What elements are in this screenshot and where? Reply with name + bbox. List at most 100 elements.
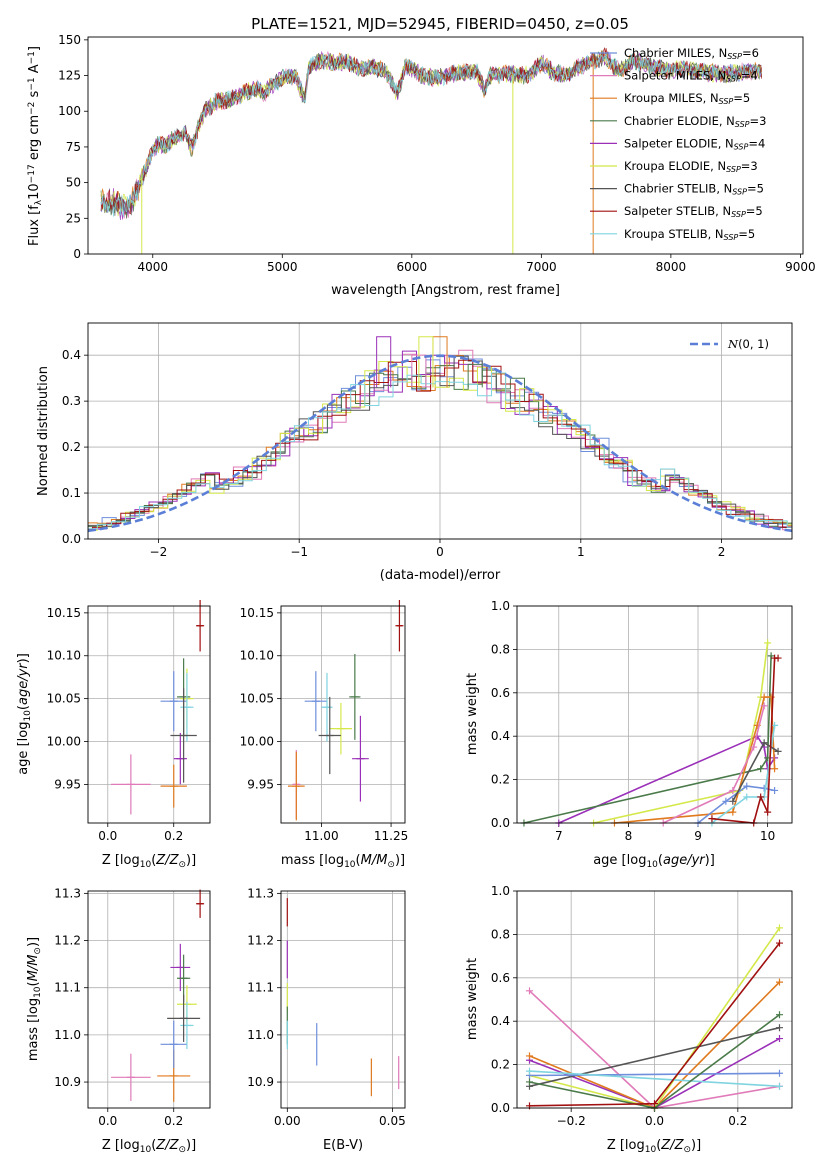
y-tick-label: 10.15	[47, 606, 81, 620]
weight-marker	[760, 693, 768, 701]
x-tick-label: 0.2	[164, 829, 183, 843]
y-tick-label: 0.3	[62, 394, 81, 408]
x-tick-label: 0.2	[164, 1114, 183, 1128]
y-tick-label: 9.95	[247, 777, 274, 791]
weight-marker	[743, 793, 751, 801]
weight-line-chabrier_stelib	[529, 1026, 780, 1088]
x-axis-label: Z [log10(Z/Z⊙)]	[102, 853, 196, 870]
weight-marker	[757, 793, 765, 801]
y-tick-label: 100	[58, 104, 81, 118]
weight-marker	[776, 924, 783, 932]
weight-marker	[776, 1024, 783, 1032]
y-tick-label: 0.4	[491, 729, 510, 743]
axes-frame	[87, 605, 211, 824]
legend-label: Kroupa MILES, NSSP=5	[624, 91, 750, 106]
axes-frame	[87, 36, 804, 255]
y-tick-label: 10.15	[240, 606, 274, 620]
x-tick-label: 11.00	[304, 829, 338, 843]
y-tick-label: 10.9	[54, 1075, 81, 1089]
x-axis-label: (data-model)/error	[380, 568, 501, 583]
weight-line-salpeter_miles	[662, 705, 765, 824]
y-tick-label: 0.2	[491, 773, 510, 787]
x-tick-label: 0.0	[98, 1114, 117, 1128]
spectrum-lines	[100, 46, 762, 254]
weight-marker	[729, 808, 737, 816]
weight-marker	[750, 743, 758, 751]
x-tick-label: 7000	[526, 260, 557, 274]
spectrum-line-kroupa_stelib	[100, 52, 762, 217]
x-axis-label: Z [log10(Z/Z⊙)]	[102, 1138, 196, 1155]
y-tick-label: 0.4	[491, 1014, 510, 1028]
weight-marker	[774, 747, 782, 755]
x-tick-label: 0.0	[645, 1114, 664, 1128]
weight-marker	[526, 1078, 533, 1086]
weight-marker	[774, 654, 782, 662]
y-tick-label: 25	[66, 211, 81, 225]
y-tick-label: 0.8	[491, 642, 510, 656]
y-tick-label: 11.0	[247, 1028, 274, 1042]
weight-marker	[776, 1011, 783, 1019]
weight-line-chabrier_miles	[529, 1072, 780, 1077]
weight-marker	[651, 1100, 658, 1108]
y-tick-label: 0.2	[62, 440, 81, 454]
weight-marker	[760, 702, 768, 710]
legend-label: Salpeter STELIB, NSSP=5	[624, 204, 763, 219]
weight-marker	[776, 1069, 783, 1077]
y-tick-label: 11.3	[247, 886, 274, 900]
histogram-salpeter_elodie	[88, 350, 792, 530]
y-tick-label: 10.05	[240, 692, 274, 706]
y-tick-label: 10.10	[47, 649, 81, 663]
weight-marker	[760, 739, 768, 747]
x-tick-label: 0.00	[274, 1114, 301, 1128]
weight-marker	[776, 1082, 783, 1090]
x-tick-label: 2	[718, 545, 726, 559]
y-axis-label: mass [log10(M/M⊙)]	[26, 937, 43, 1061]
weight-marker	[722, 797, 730, 805]
y-tick-label: 125	[58, 69, 81, 83]
x-tick-label: 10	[760, 829, 775, 843]
weight-marker	[757, 765, 765, 773]
weight-marker	[760, 784, 768, 792]
histogram-peak	[467, 363, 483, 388]
weight-marker	[776, 978, 783, 986]
weight-marker	[764, 808, 772, 816]
y-tick-label: 0.0	[491, 816, 510, 830]
x-tick-label: 0.0	[98, 829, 117, 843]
legend-label: Chabrier STELIB, NSSP=5	[624, 182, 764, 197]
legend-label: Chabrier MILES, NSSP=6	[624, 46, 759, 61]
weight-marker	[708, 815, 716, 823]
weight-marker	[526, 1052, 533, 1060]
x-axis-label: mass [log10(M/M⊙)]	[281, 853, 405, 870]
y-axis-label: Flux [fλ10−17 erg cm−2 s−1 A−1]	[27, 46, 44, 246]
x-tick-label: 1	[577, 545, 585, 559]
weight-line-kroupa_miles	[614, 696, 776, 824]
y-tick-label: 0.2	[491, 1058, 510, 1072]
weight-line-kroupa_elodie	[593, 642, 769, 824]
legend-label: Chabrier ELODIE, NSSP=3	[624, 114, 766, 129]
weight-marker	[729, 786, 737, 794]
y-axis-label: mass weight	[465, 673, 480, 755]
histogram-salpeter_miles	[88, 349, 792, 532]
x-tick-label: −2	[150, 545, 168, 559]
histogram-kroupa_elodie	[88, 361, 792, 531]
axes-frame	[516, 890, 793, 1109]
y-tick-label: 10.9	[247, 1075, 274, 1089]
histogram-peak	[376, 336, 392, 388]
y-tick-label: 11.3	[54, 886, 81, 900]
axes-frame	[516, 605, 793, 824]
y-tick-label: 11.0	[54, 1028, 81, 1042]
y-tick-label: 11.2	[54, 934, 81, 948]
y-axis-label: age [log10(age/yr)]	[16, 653, 33, 775]
weight-marker	[743, 782, 751, 790]
y-tick-label: 10.00	[240, 735, 274, 749]
weight-marker	[771, 765, 779, 773]
weight-marker	[776, 1035, 783, 1043]
weight-marker	[776, 939, 783, 947]
chart-title: PLATE=1521, MJD=52945, FIBERID=0450, z=0…	[251, 15, 629, 33]
y-tick-label: 11.1	[247, 981, 274, 995]
x-tick-label: 0	[436, 545, 444, 559]
weight-marker	[729, 797, 737, 805]
histogram-peak	[418, 336, 434, 388]
y-axis-label: mass weight	[465, 958, 480, 1040]
